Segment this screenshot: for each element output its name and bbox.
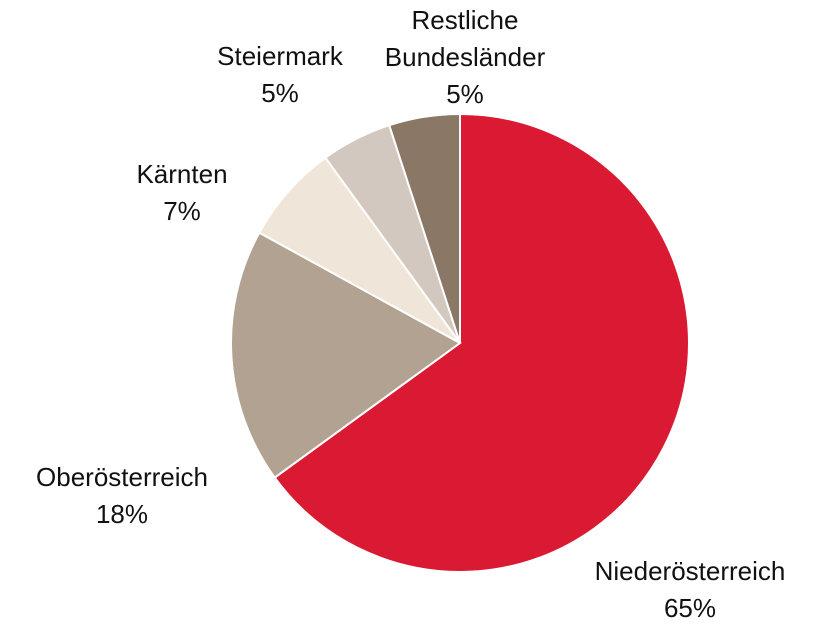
category-label: Niederösterreich bbox=[594, 556, 786, 586]
category-label: Steiermark bbox=[217, 41, 343, 71]
value-label: 65% bbox=[663, 593, 717, 623]
slice-label: Niederösterreich 65% bbox=[595, 553, 786, 627]
slice-label: Steiermark 5% bbox=[217, 38, 343, 112]
category-label: Oberösterreich bbox=[36, 462, 208, 492]
value-label: 18% bbox=[95, 499, 149, 529]
value-label: 5% bbox=[446, 79, 484, 109]
slice-label: Oberösterreich 18% bbox=[36, 459, 208, 533]
slice-label: Restliche Bundesländer 5% bbox=[365, 2, 565, 113]
pie-slice bbox=[230, 231, 462, 480]
value-label: 7% bbox=[163, 196, 201, 226]
category-label: Kärnten bbox=[136, 159, 228, 189]
category-label: Restliche Bundesländer bbox=[384, 5, 546, 72]
pie-slice bbox=[273, 112, 690, 573]
slice-label: Kärnten 7% bbox=[136, 156, 227, 230]
pie-slice bbox=[387, 112, 461, 344]
value-label: 5% bbox=[261, 78, 299, 108]
